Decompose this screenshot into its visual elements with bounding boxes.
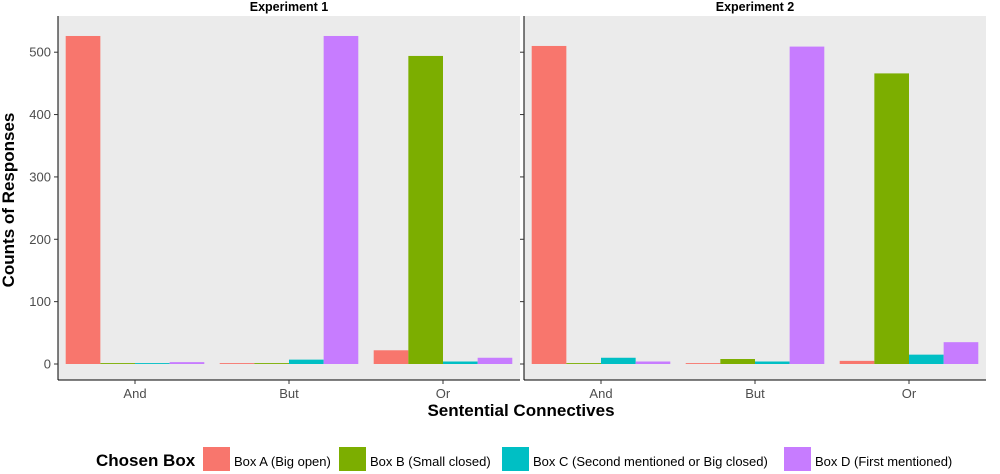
bar <box>839 360 875 364</box>
legend-swatch <box>784 447 811 471</box>
y-axis-label: Counts of Responses <box>0 113 18 288</box>
bar <box>100 363 135 364</box>
legend-label: Box B (Small closed) <box>370 454 491 469</box>
bar <box>289 359 324 364</box>
x-tick-label: Or <box>436 386 451 401</box>
legend-title: Chosen Box <box>96 451 196 470</box>
bar <box>135 363 170 364</box>
bar <box>685 363 721 364</box>
bar <box>874 73 909 364</box>
bar <box>443 361 478 364</box>
bar <box>755 361 790 364</box>
bar <box>323 35 359 365</box>
bar <box>531 45 567 365</box>
panel-title: Experiment 2 <box>716 0 795 14</box>
bar <box>909 354 944 364</box>
y-tick-label: 100 <box>29 294 51 309</box>
bar <box>601 357 636 364</box>
legend-label: Box D (First mentioned) <box>815 454 952 469</box>
bar <box>943 342 979 364</box>
legend: Chosen Box Box A (Big open) Box B (Small c… <box>96 447 952 471</box>
legend-item: Box D (First mentioned) <box>784 447 952 471</box>
y-tick-label: 200 <box>29 232 51 247</box>
legend-swatch <box>339 447 366 471</box>
x-tick-label: Or <box>902 386 917 401</box>
y-tick-label: 500 <box>29 45 51 60</box>
bar <box>408 55 443 365</box>
legend-item: Box A (Big open) <box>203 447 331 471</box>
x-tick-label: And <box>589 386 612 401</box>
legend-item: Box C (Second mentioned or Big closed) <box>502 447 768 471</box>
bar <box>373 350 409 364</box>
y-tick-label: 0 <box>44 357 51 372</box>
bar <box>219 363 255 364</box>
panel-1: Experiment 1 And But Or 0 100 200 300 400 500 <box>29 0 520 401</box>
x-tick-label: But <box>279 386 299 401</box>
legend-label: Box C (Second mentioned or Big closed) <box>533 454 768 469</box>
legend-label: Box A (Big open) <box>234 454 331 469</box>
panel-title: Experiment 1 <box>250 0 329 14</box>
bar <box>635 361 671 364</box>
y-tick-label: 300 <box>29 169 51 184</box>
bar <box>566 363 601 364</box>
bar <box>789 46 825 365</box>
x-tick-label: But <box>745 386 765 401</box>
legend-swatch <box>203 447 230 471</box>
bar <box>169 362 205 364</box>
bar <box>254 363 289 364</box>
legend-swatch <box>502 447 529 471</box>
bar <box>720 359 755 364</box>
panel-background <box>524 16 986 380</box>
legend-item: Box B (Small closed) <box>339 447 491 471</box>
panel-2: Experiment 2 And But Or <box>520 0 986 401</box>
y-tick-label: 400 <box>29 107 51 122</box>
bar <box>65 35 101 365</box>
panel-background <box>58 16 520 380</box>
x-tick-label: And <box>123 386 146 401</box>
bar <box>477 357 513 364</box>
x-axis-label: Sentential Connectives <box>427 401 614 420</box>
